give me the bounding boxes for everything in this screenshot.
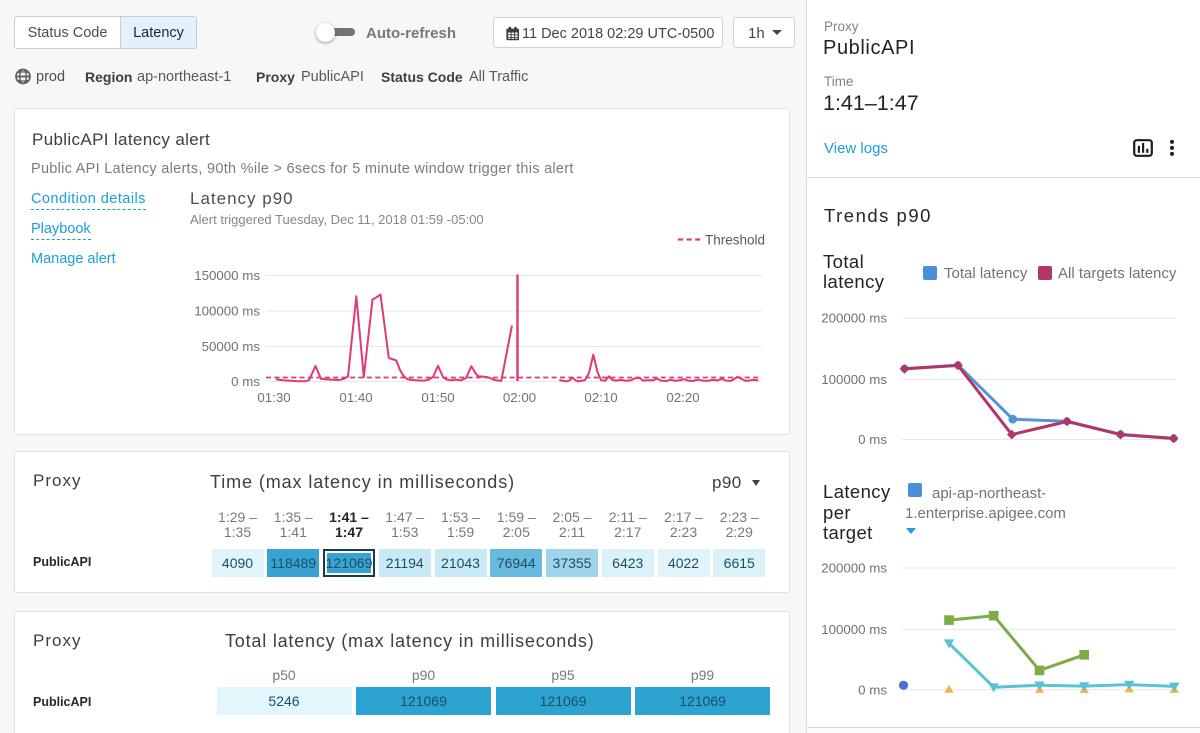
svg-text:100000 ms: 100000 ms [821, 622, 887, 637]
svg-text:100000 ms: 100000 ms [821, 372, 887, 387]
svg-text:02:20: 02:20 [666, 390, 699, 405]
svg-text:02:10: 02:10 [584, 390, 617, 405]
svg-text:01:50: 01:50 [421, 390, 454, 405]
svg-text:200000 ms: 200000 ms [821, 561, 887, 576]
svg-text:0 ms: 0 ms [858, 682, 887, 697]
svg-text:200000 ms: 200000 ms [821, 311, 887, 326]
svg-text:Threshold: Threshold [705, 233, 765, 248]
svg-text:01:40: 01:40 [339, 390, 372, 405]
svg-text:02:00: 02:00 [503, 390, 536, 405]
svg-text:0 ms: 0 ms [858, 432, 887, 447]
svg-text:150000 ms: 150000 ms [194, 268, 260, 283]
svg-text:100000 ms: 100000 ms [194, 304, 260, 319]
svg-text:50000 ms: 50000 ms [202, 339, 261, 354]
svg-text:01:30: 01:30 [257, 390, 290, 405]
svg-text:0 ms: 0 ms [231, 374, 260, 389]
